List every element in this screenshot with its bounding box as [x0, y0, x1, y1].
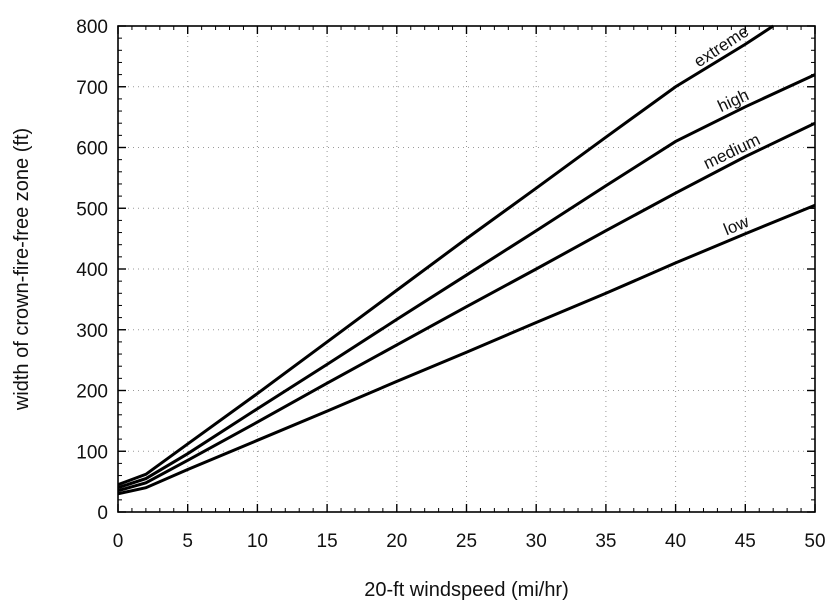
x-tick-label: 15	[317, 531, 338, 552]
series-line-medium	[117, 121, 816, 493]
x-tick-label: 35	[595, 531, 616, 552]
x-tick-label: 50	[804, 531, 825, 552]
y-tick-label: 800	[76, 17, 108, 38]
y-tick-label: 400	[76, 260, 108, 281]
plot-frame	[117, 25, 816, 513]
y-tick-labels: 0 100 200 300 400 500 600 700 800	[76, 17, 108, 524]
series-label-medium: medium	[700, 130, 763, 173]
x-tick-label: 40	[665, 531, 686, 552]
series-line-high	[117, 73, 816, 490]
y-tick-label: 200	[76, 382, 108, 403]
x-tick-label: 0	[113, 531, 124, 552]
grid	[118, 26, 815, 512]
y-tick-label: 300	[76, 321, 108, 342]
series-line-extreme	[117, 24, 775, 487]
series-lines	[117, 24, 816, 496]
series-line-low	[117, 203, 816, 496]
axis-ticks	[117, 25, 816, 513]
y-axis-title: width of crown-fire-free zone (ft)	[11, 128, 33, 411]
x-tick-labels: 0 5 10 15 20 25 30 35 40 45 50	[113, 531, 826, 552]
series-label-low: low	[721, 212, 752, 240]
y-tick-label: 700	[76, 78, 108, 99]
y-tick-label: 100	[76, 442, 108, 463]
x-tick-label: 5	[182, 531, 193, 552]
x-tick-label: 10	[247, 531, 268, 552]
x-tick-label: 20	[386, 531, 407, 552]
y-tick-label: 600	[76, 139, 108, 160]
y-tick-label: 0	[97, 503, 108, 524]
y-tick-label: 500	[76, 199, 108, 220]
x-tick-label: 45	[735, 531, 756, 552]
x-axis-title: 20-ft windspeed (mi/hr)	[364, 579, 569, 601]
x-tick-label: 25	[456, 531, 477, 552]
x-tick-label: 30	[526, 531, 547, 552]
